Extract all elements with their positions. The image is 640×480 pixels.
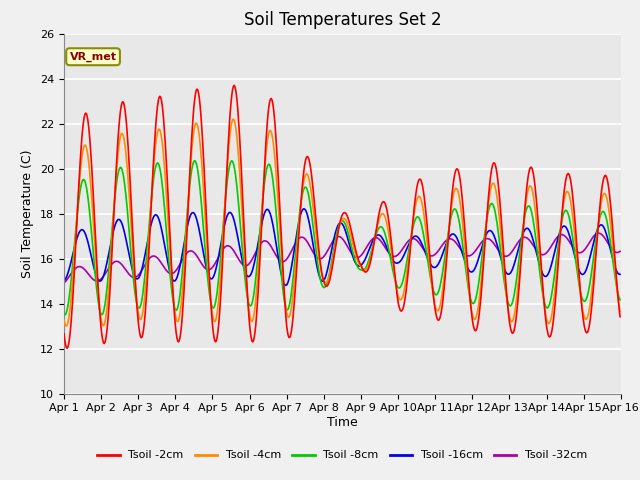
Y-axis label: Soil Temperature (C): Soil Temperature (C) bbox=[22, 149, 35, 278]
Legend: Tsoil -2cm, Tsoil -4cm, Tsoil -8cm, Tsoil -16cm, Tsoil -32cm: Tsoil -2cm, Tsoil -4cm, Tsoil -8cm, Tsoi… bbox=[93, 446, 592, 465]
Title: Soil Temperatures Set 2: Soil Temperatures Set 2 bbox=[244, 11, 441, 29]
Text: VR_met: VR_met bbox=[70, 51, 116, 62]
X-axis label: Time: Time bbox=[327, 416, 358, 429]
